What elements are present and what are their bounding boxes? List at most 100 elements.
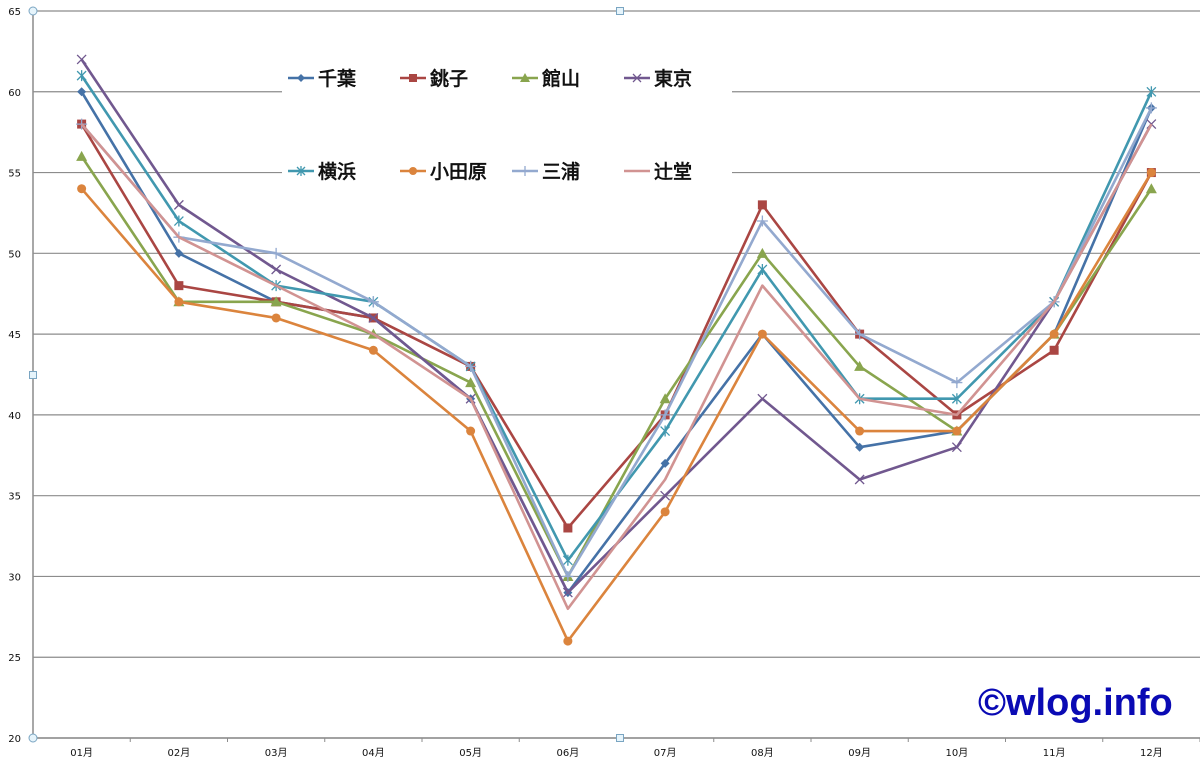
y-tick-label: 25 <box>8 653 21 664</box>
legend-item[interactable]: 辻堂 <box>624 160 692 183</box>
y-tick-label: 60 <box>8 88 21 99</box>
corner-handle[interactable] <box>28 733 38 743</box>
y-tick-label: 65 <box>8 7 21 18</box>
legend-item[interactable]: 千葉 <box>288 68 357 90</box>
corner-handle[interactable] <box>28 6 38 16</box>
circle-marker <box>660 507 670 517</box>
x-marker <box>854 474 865 485</box>
square-marker <box>1049 345 1059 355</box>
circle-marker <box>952 426 962 436</box>
y-tick-label: 35 <box>8 492 21 503</box>
legend-item[interactable]: 東京 <box>624 67 692 90</box>
series-7[interactable] <box>80 123 1153 611</box>
x-tick-label: 03月 <box>265 747 288 759</box>
legend-label: 東京 <box>654 67 692 90</box>
circle-marker <box>368 345 378 355</box>
series-2[interactable] <box>76 150 1157 581</box>
series-line <box>80 123 1153 611</box>
circle-marker <box>757 329 767 339</box>
diamond-marker <box>855 442 865 452</box>
legend-item[interactable]: 館山 <box>512 67 580 90</box>
triangle-marker <box>270 296 282 307</box>
x-tick-label: 05月 <box>459 747 482 759</box>
circle-marker <box>563 636 573 646</box>
triangle-marker <box>1145 183 1157 194</box>
circle-marker <box>174 297 184 307</box>
x-axis-ticks: 01月 02月 03月 04月 05月 06月 07月 08月 09月 10月 11月 12月 <box>70 747 1162 759</box>
x-marker <box>368 312 379 323</box>
x-marker <box>660 490 671 501</box>
x-tick-label: 08月 <box>751 747 774 759</box>
x-marker <box>757 393 768 404</box>
circle-marker <box>271 313 281 323</box>
star-marker <box>562 554 573 566</box>
star-marker <box>1146 86 1157 98</box>
series-line <box>80 107 1153 578</box>
circle-marker <box>466 426 476 436</box>
star-marker <box>951 393 962 405</box>
y-tick-label: 40 <box>8 411 21 422</box>
diamond-marker <box>297 74 305 82</box>
y-tick-label: 45 <box>8 330 21 341</box>
series-line <box>80 171 1153 643</box>
side-handle[interactable] <box>616 7 624 15</box>
legend-label: 館山 <box>542 67 580 90</box>
star-marker <box>757 263 768 275</box>
star-marker <box>660 425 671 437</box>
plus-marker <box>1145 102 1157 114</box>
y-tick-label: 20 <box>8 734 21 745</box>
x-tick-label: 12月 <box>1140 747 1163 759</box>
series-5[interactable] <box>77 168 1156 646</box>
x-tick-label: 07月 <box>654 747 677 759</box>
legend-label: 小田原 <box>430 161 487 183</box>
plus-marker <box>562 570 574 582</box>
x-tick-label: 01月 <box>70 747 93 759</box>
diamond-marker <box>660 458 670 468</box>
x-marker <box>173 199 184 210</box>
square-marker <box>409 74 417 82</box>
legend-label: 横浜 <box>318 160 356 183</box>
side-handle[interactable] <box>29 371 37 379</box>
triangle-marker <box>76 150 88 161</box>
star-marker <box>76 70 87 82</box>
selection-handles[interactable] <box>28 6 624 743</box>
x-marker <box>562 587 573 598</box>
plus-marker <box>520 166 530 176</box>
diamond-marker <box>174 248 184 258</box>
legend-label: 銚子 <box>430 67 468 90</box>
diamond-marker <box>77 87 87 97</box>
circle-marker <box>1146 168 1156 178</box>
x-tick-label: 11月 <box>1043 747 1066 759</box>
y-tick-label: 50 <box>8 249 21 260</box>
circle-marker <box>855 426 865 436</box>
legend-item[interactable]: 銚子 <box>400 67 468 90</box>
x-tick-label: 06月 <box>557 747 580 759</box>
legend-item[interactable]: 横浜 <box>288 160 356 183</box>
plus-marker <box>854 328 866 340</box>
series-line <box>80 123 1153 530</box>
plus-marker <box>465 360 477 372</box>
x-tick-label: 04月 <box>362 747 385 759</box>
series-lines <box>76 54 1157 646</box>
legend-background <box>282 56 732 196</box>
plus-marker <box>756 215 768 227</box>
side-handle[interactable] <box>616 734 624 742</box>
triangle-marker <box>520 73 530 82</box>
x-marker <box>951 442 962 453</box>
legend-label: 千葉 <box>318 68 357 90</box>
legend-item[interactable]: 小田原 <box>400 161 487 183</box>
legend-item[interactable]: 三浦 <box>512 160 580 183</box>
square-marker <box>174 281 184 291</box>
y-tick-label: 55 <box>8 169 21 180</box>
plus-marker <box>659 409 671 421</box>
star-marker <box>173 215 184 227</box>
square-marker <box>757 200 767 210</box>
circle-marker <box>77 184 87 194</box>
plus-marker <box>367 296 379 308</box>
circle-marker <box>1049 329 1059 339</box>
x-tick-label: 02月 <box>168 747 191 759</box>
x-marker <box>271 264 282 275</box>
x-marker <box>76 54 87 65</box>
